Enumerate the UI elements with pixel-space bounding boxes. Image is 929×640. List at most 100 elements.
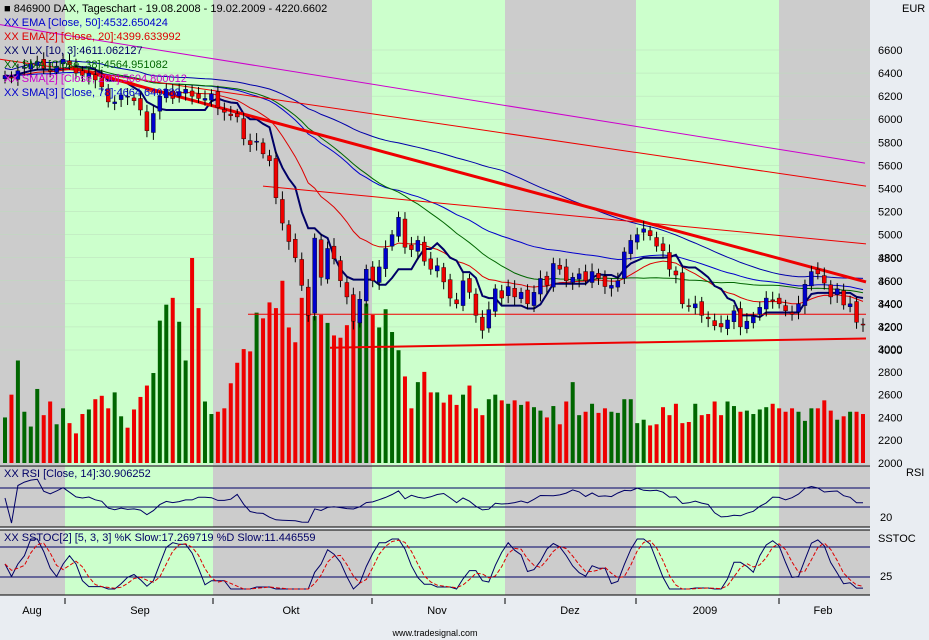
volume-bar [280,280,285,463]
volume-bar [731,406,736,463]
candle-body [499,290,504,299]
candle-body [144,111,150,131]
candle-body [222,109,227,113]
volume-tick-label: 3600 [878,276,902,288]
candle-body [189,90,195,97]
candle-body [693,303,698,309]
volume-bar [209,414,214,463]
volume-bar [299,297,304,463]
candle-body [2,75,8,80]
candle-body [235,113,240,118]
volume-bar [551,406,556,463]
trendline-main [69,65,867,284]
month-shade [779,0,870,465]
volume-bar [809,408,814,463]
month-shade [505,0,636,465]
volume-tick-label: 3000 [878,344,902,356]
candle-body [196,93,201,99]
candle-body [280,199,285,224]
volume-bar [828,410,833,463]
trendline-mid [262,185,867,245]
currency-label: EUR [902,3,925,15]
legend-entry: XX EMA[2] [Close, 20]:4399.633992 [4,31,181,43]
candle-body [622,251,627,279]
legend-entry: XX SMA[3] [Close, 78]:4664.640388 [4,87,181,99]
candle-body [241,118,246,140]
volume-bar [196,308,201,463]
candle-body [9,76,14,79]
volume-bar [473,408,478,463]
price-tick-label: 4000 [878,345,902,357]
price-tick-label: 5800 [878,137,902,149]
month-label: Dez [560,605,580,617]
candle-body [660,243,666,251]
volume-bar [667,415,672,463]
volume-bar [525,401,530,463]
candle-body [151,113,156,133]
volume-bar [80,414,85,463]
volume-bar [757,409,762,463]
rsi-title: RSI [906,467,924,479]
volume-bar [583,411,588,463]
candle-body [770,299,775,302]
candle-body [306,286,311,316]
candle-body [628,240,633,254]
volume-bar [764,407,769,463]
volume-bar [506,403,511,463]
volume-bar [267,302,272,463]
subpanels: XX RSI [Close, 14]:30.906252 RSI 20 XX SSTO… [0,465,924,596]
sma38-line [4,67,864,294]
candle-body [473,293,479,316]
candle-body [312,237,317,314]
volume-bar [273,308,278,463]
candle-body [731,310,737,322]
volume-bar [73,433,78,463]
month-label: Aug [22,605,42,617]
volume-bar [654,424,659,463]
volume-bar [615,412,620,463]
volume-bar [802,420,807,463]
volume-bar [364,303,369,463]
candle-body [267,155,272,161]
volume-bar [3,417,7,463]
volume-tick-label: 3400 [878,299,902,311]
volume-bar [151,373,156,463]
volume-bar [28,426,33,463]
volume-bar [712,401,717,463]
volume-bar [448,394,453,463]
volume-bar [557,424,562,463]
candle-body [789,312,795,315]
candle-body [273,158,279,198]
volume-bar [67,423,72,463]
candle-body [286,224,292,242]
candle-body [112,101,117,104]
volume-bar [796,411,801,463]
sstoc-title: SSTOC [878,533,916,545]
volume-bar [738,411,743,463]
price-tick-label: 4600 [878,276,902,288]
legend-entry: XX EMA [Close, 50]:4532.650424 [4,17,168,29]
lower-trendline [329,337,867,349]
vlx-line [4,65,864,319]
volume-bar [41,415,46,463]
volume-bar [428,392,433,463]
volume-bar [596,412,601,463]
candle-body [493,288,498,312]
volume-bar [396,350,401,463]
candle-body [364,269,369,302]
month-axis-bg [0,598,870,640]
volume-bar [719,415,724,463]
candle-body [776,297,782,305]
price-tick-label: 5600 [878,160,902,172]
volume-bar [177,321,182,463]
month-label: Sep [130,605,150,617]
volume-bar [125,427,130,463]
sstoc-tick-label: 25 [880,571,892,583]
volume-bar [790,408,795,463]
volume-bar [641,419,646,463]
price-tick-label: 4400 [878,299,902,311]
candle-body [467,278,472,293]
volume-bar [493,394,498,463]
volume-bar [461,394,466,463]
candle-body [389,234,395,247]
